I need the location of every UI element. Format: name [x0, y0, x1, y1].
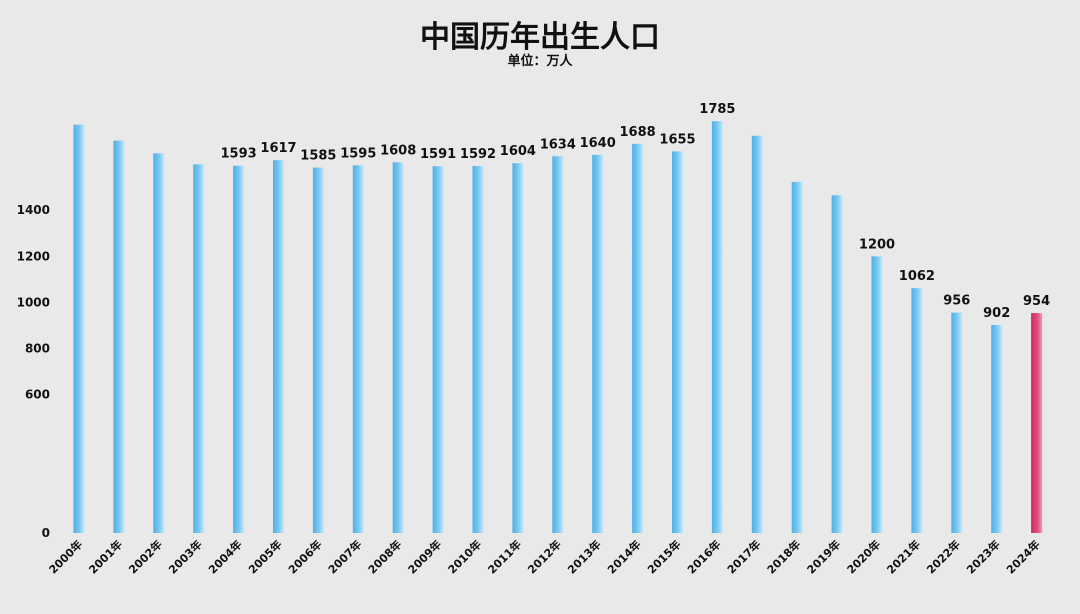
bar-2001年: [113, 140, 125, 533]
bar-2017年: [751, 135, 763, 533]
bar-2018年: [791, 181, 803, 533]
bar-2021年: [911, 288, 923, 533]
data-label: 1608: [380, 143, 416, 158]
chart-title: 中国历年出生人口: [420, 20, 660, 55]
x-tick-label: 2001年: [86, 537, 125, 576]
x-tick-label: 2008年: [365, 537, 404, 576]
x-tick-label: 2009年: [405, 537, 444, 576]
x-tick-label: 2021年: [884, 537, 923, 576]
data-label: 1688: [620, 125, 656, 140]
y-tick-label: 600: [25, 388, 50, 402]
y-tick-label: 1200: [17, 249, 50, 263]
x-tick-label: 2000年: [46, 537, 85, 576]
data-label: 1785: [699, 102, 735, 117]
x-tick-label: 2006年: [285, 537, 324, 576]
data-labels-group: 1593 1617 1585 1595 1608 1591 1592 1604 1634 1640…: [221, 102, 1051, 321]
y-axis: 0 600 800 1000 1200 1400: [17, 203, 50, 540]
bar-2013年: [592, 154, 604, 533]
bar-2003年: [193, 164, 205, 533]
y-tick-label: 800: [25, 342, 50, 356]
data-label: 1640: [580, 136, 616, 151]
x-tick-label: 2018年: [764, 537, 803, 576]
x-tick-label: 2002年: [126, 537, 165, 576]
bar-2022年: [951, 312, 963, 533]
bar-2019年: [831, 195, 843, 533]
data-label: 1655: [659, 132, 695, 147]
y-tick-label: 0: [42, 526, 50, 540]
bars-group: [73, 121, 1043, 534]
data-label: 1593: [221, 147, 257, 162]
x-tick-label: 2023年: [963, 537, 1002, 576]
x-tick-label: 2015年: [644, 537, 683, 576]
x-tick-label: 2017年: [724, 537, 763, 576]
bar-2010年: [472, 165, 484, 533]
bar-2016年: [711, 121, 723, 533]
x-tick-label: 2007年: [325, 537, 364, 576]
bar-2008年: [392, 162, 404, 533]
bar-2024年: [1031, 313, 1043, 533]
data-label: 1200: [859, 237, 895, 252]
bar-2004年: [233, 165, 245, 533]
x-tick-label: 2022年: [924, 537, 963, 576]
data-label: 1591: [420, 147, 456, 162]
x-tick-label: 2010年: [445, 537, 484, 576]
chart-subtitle: 单位：万人: [507, 54, 573, 69]
bar-2005年: [273, 160, 284, 534]
bar-2000年: [73, 124, 85, 534]
bar-2006年: [312, 167, 324, 533]
bar-2011年: [512, 163, 524, 533]
x-tick-label: 2019年: [804, 537, 843, 576]
data-label: 1585: [300, 149, 336, 164]
x-tick-label: 2011年: [485, 537, 524, 576]
y-tick-label: 1400: [17, 203, 50, 217]
x-tick-label: 2004年: [205, 537, 244, 576]
x-tick-label: 2003年: [165, 537, 204, 576]
data-label: 1617: [260, 141, 296, 156]
x-tick-label: 2016年: [684, 537, 723, 576]
data-label: 1634: [540, 137, 576, 152]
bar-2020年: [871, 256, 883, 533]
bar-2007年: [352, 165, 364, 533]
bar-2002年: [153, 153, 165, 533]
x-tick-label: 2020年: [844, 537, 883, 576]
bar-2012年: [552, 156, 564, 533]
data-label: 1062: [899, 269, 935, 284]
data-label: 956: [943, 294, 970, 309]
x-tick-label: 2024年: [1003, 537, 1042, 576]
bar-2015年: [672, 151, 683, 534]
bar-2014年: [632, 143, 644, 534]
x-tick-label: 2005年: [245, 537, 284, 576]
x-tick-label: 2014年: [604, 537, 643, 576]
x-tick-label: 2012年: [525, 537, 564, 576]
x-tick-label: 2013年: [564, 537, 603, 576]
data-label: 1595: [340, 146, 376, 161]
bar-2023年: [991, 325, 1003, 533]
data-label: 1604: [500, 144, 536, 159]
bar-2009年: [432, 166, 444, 534]
data-label: 954: [1023, 294, 1050, 309]
x-axis: 2000年 2001年 2002年 2003年 2004年 2005年 2006年 2007年…: [46, 537, 1043, 576]
y-tick-label: 1000: [17, 295, 50, 309]
data-label: 902: [983, 306, 1010, 321]
data-label: 1592: [460, 147, 496, 162]
